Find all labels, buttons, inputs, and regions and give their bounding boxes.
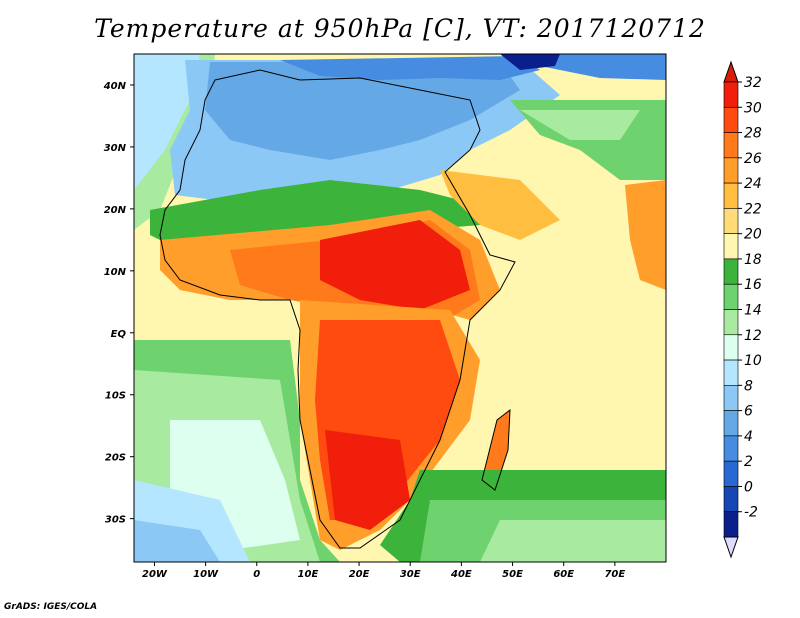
lon-tick-label: 60E [553, 569, 574, 580]
lat-tick-label: 30N [104, 143, 127, 154]
lon-tick-label: 30E [400, 569, 421, 580]
colorbar-label: 8 [744, 378, 753, 394]
grads-credit: GrADS: IGES/COLA [4, 602, 98, 612]
colorbar-segment [723, 81, 739, 108]
colorbar-segment [723, 460, 739, 487]
colorbar-label: 14 [744, 303, 762, 319]
lon-tick-label: 10E [298, 569, 319, 580]
lat-tick-label: EQ [111, 329, 127, 340]
longitude-ticks: 20W 10W 0 10E 20E 30E 40E 50E 60E 70E [142, 562, 625, 580]
colorbar-segment [723, 309, 739, 336]
colorbar-segment [723, 435, 739, 462]
plot-frame [133, 53, 667, 563]
sudan-hottest [320, 220, 470, 310]
lat-tick-label: 10N [104, 267, 127, 278]
india-orange [625, 180, 666, 290]
colorbar-segment [723, 258, 739, 285]
lon-tick-label: 20E [349, 569, 370, 580]
lat-tick-label: 40N [103, 81, 127, 92]
africa-coastline [159, 69, 516, 549]
atlantic-light-north [134, 54, 200, 190]
colorbar-top-arrow [723, 60, 739, 83]
colorbar-segment [723, 157, 739, 184]
colorbar-label: 32 [744, 75, 762, 91]
colorbar-label: -2 [744, 505, 758, 521]
lat-tick-label: 20N [104, 205, 127, 216]
colorbar-segment [723, 283, 739, 310]
colorbar-label: 10 [744, 353, 762, 369]
lat-tick-label: 20S [105, 453, 126, 464]
colorbar-label: 18 [744, 252, 762, 268]
colorbar-label: 16 [744, 277, 762, 293]
colorbar-segment [723, 359, 739, 386]
arabia-orange [440, 170, 560, 240]
madagascar-outline [481, 408, 511, 491]
colorbar-segment [723, 511, 739, 538]
lon-tick-label: 70E [604, 569, 625, 580]
colorbar-label: 6 [744, 404, 753, 420]
latitude-ticks: 40N 30N 20N 10N EQ 10S 20S 30S [103, 81, 134, 526]
south-atlantic-bluer [134, 520, 220, 562]
lon-tick-label: 10W [193, 569, 219, 580]
lat-tick-label: 30S [105, 515, 126, 526]
caucasus-coldest [500, 54, 560, 70]
colorbar-segment [723, 385, 739, 411]
colorbar-label: 2 [744, 454, 753, 470]
colorbar-label: 24 [744, 176, 762, 192]
south-indian-pale [480, 520, 666, 562]
colorbar-bottom-arrow [723, 536, 739, 559]
colorbar-segment [723, 208, 739, 234]
lon-tick-label: 20W [142, 569, 168, 580]
colorbar-label: 22 [744, 201, 762, 217]
colorbar-label: 26 [744, 151, 762, 167]
colorbar-label: 30 [744, 100, 762, 116]
colorbar-segment [723, 182, 739, 209]
colorbar-segment [723, 106, 739, 133]
colorbar-segment [723, 486, 739, 513]
colorbar-segment [723, 132, 739, 159]
lon-tick-label: 40E [450, 569, 472, 580]
kalahari-hot [325, 430, 410, 530]
colorbar-label: 28 [744, 126, 762, 142]
lat-tick-label: 10S [105, 391, 126, 402]
mediterranean-cold [280, 56, 540, 80]
colorbar-segment [723, 233, 739, 260]
colorbar-label: 12 [744, 328, 762, 344]
temperature-field [134, 54, 666, 562]
colorbar-label: 20 [744, 227, 762, 243]
colorbar-segment [723, 410, 739, 437]
middle-east-light [520, 110, 640, 140]
lon-tick-label: 50E [502, 569, 523, 580]
colorbar-label: 4 [744, 429, 753, 445]
north-africa-cooler [205, 62, 520, 160]
colorbar-label: 0 [744, 479, 753, 495]
colorbar-segment [723, 334, 739, 361]
lon-tick-label: 0 [253, 569, 260, 580]
map-title: Temperature at 950hPa [C], VT: 201712071… [94, 14, 706, 43]
